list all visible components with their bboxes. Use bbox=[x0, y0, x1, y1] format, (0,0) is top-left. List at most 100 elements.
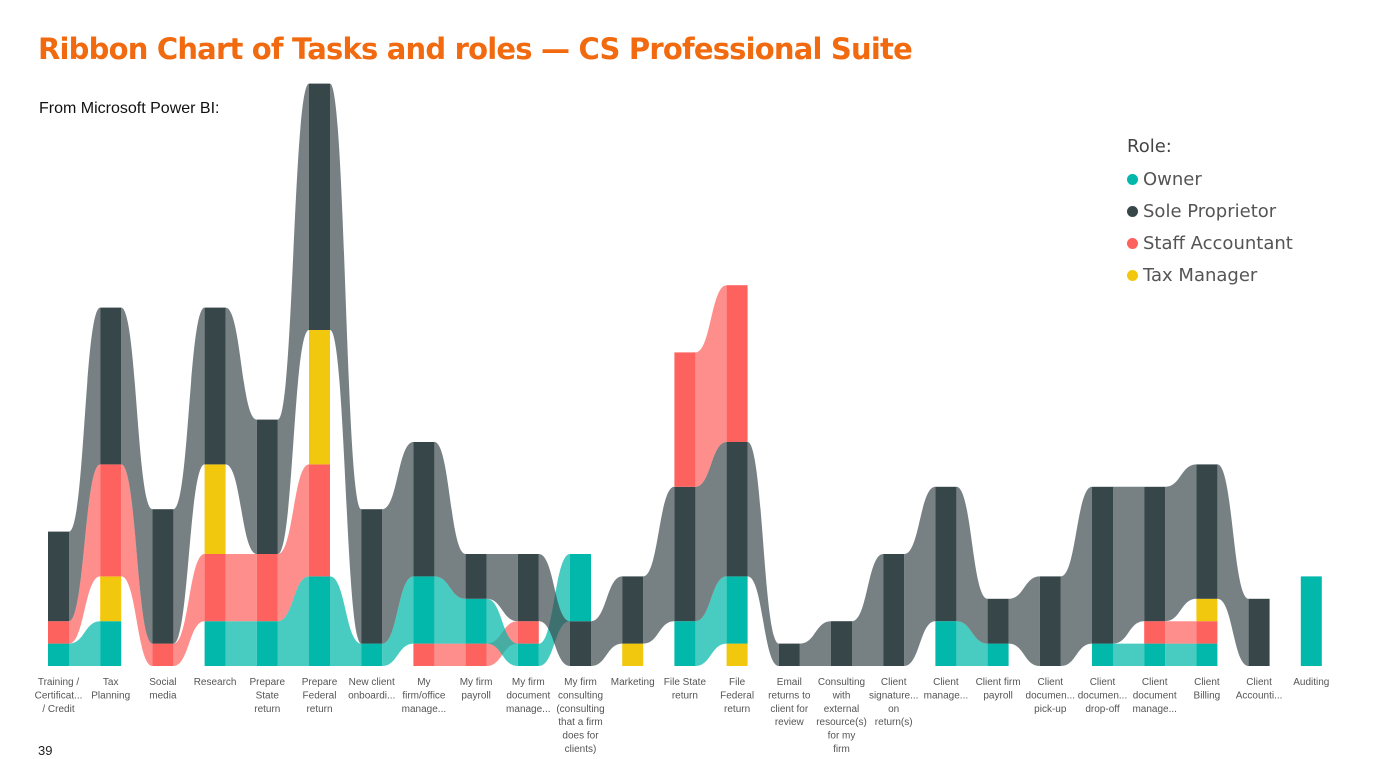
bar-segment-sole-proprietor[interactable] bbox=[1092, 486, 1113, 644]
bar-segment-tax-manager[interactable] bbox=[100, 576, 122, 622]
ribbon-sole-proprietor bbox=[799, 621, 831, 666]
bar-segment-owner[interactable] bbox=[48, 643, 69, 666]
bar-segment-owner[interactable] bbox=[256, 621, 278, 666]
category-label: My firm consulting (consulting that a firm d… bbox=[556, 677, 604, 755]
bar-segment-staff-accountant[interactable] bbox=[48, 621, 69, 644]
category-label: My firm/office manage... bbox=[402, 677, 446, 715]
bar-segment-owner[interactable] bbox=[570, 554, 591, 622]
legend-item-staff-accountant[interactable]: Staff Accountant bbox=[1127, 227, 1293, 259]
bar-segment-staff-accountant[interactable] bbox=[726, 285, 748, 442]
legend-label: Owner bbox=[1143, 168, 1202, 190]
bar-segment-staff-accountant[interactable] bbox=[309, 464, 330, 577]
category-label: Email returns to client for review bbox=[768, 677, 811, 728]
category-label: Tax Planning bbox=[91, 677, 130, 701]
bar-segment-owner[interactable] bbox=[413, 576, 435, 644]
bar-segment-owner[interactable] bbox=[1092, 643, 1113, 666]
bar-segment-sole-proprietor[interactable] bbox=[570, 621, 591, 666]
category-label: New client onboardi... bbox=[348, 677, 395, 701]
bar-segment-owner[interactable] bbox=[465, 598, 487, 644]
category-label-layer: Training / Certificat... / Credit Tax Planni… bbox=[35, 677, 1330, 755]
bar-segment-sole-proprietor[interactable] bbox=[413, 442, 435, 577]
ribbon-owner bbox=[382, 576, 414, 666]
page-number: 39 bbox=[38, 743, 53, 758]
bar-segment-owner[interactable] bbox=[726, 576, 748, 644]
bar-segment-owner[interactable] bbox=[1144, 643, 1166, 666]
bar-segment-staff-accountant[interactable] bbox=[1144, 621, 1166, 644]
bar-segment-tax-manager[interactable] bbox=[622, 643, 644, 666]
ribbon-sole-proprietor bbox=[956, 486, 988, 644]
bar-segment-sole-proprietor[interactable] bbox=[726, 442, 748, 577]
ribbon-owner bbox=[434, 576, 466, 644]
page-title: Ribbon Chart of Tasks and roles — CS Pro… bbox=[38, 32, 913, 66]
legend-item-tax-manager[interactable]: Tax Manager bbox=[1127, 259, 1293, 291]
bar-segment-sole-proprietor[interactable] bbox=[309, 83, 330, 330]
bar-segment-sole-proprietor[interactable] bbox=[987, 598, 1009, 644]
bar-segment-sole-proprietor[interactable] bbox=[361, 509, 383, 644]
bar-segment-staff-accountant[interactable] bbox=[1196, 621, 1218, 644]
bar-segment-sole-proprietor[interactable] bbox=[1144, 486, 1166, 622]
ribbon-staff-accountant bbox=[695, 285, 727, 487]
bar-segment-owner[interactable] bbox=[204, 621, 226, 666]
category-label: Research bbox=[194, 677, 237, 688]
bar-segment-staff-accountant[interactable] bbox=[152, 643, 174, 666]
bar-segment-sole-proprietor[interactable] bbox=[465, 554, 487, 599]
legend-dot-icon bbox=[1127, 205, 1138, 217]
ribbon-owner bbox=[225, 621, 257, 666]
bar-segment-staff-accountant[interactable] bbox=[517, 621, 539, 644]
bar-segment-staff-accountant[interactable] bbox=[413, 643, 435, 666]
bar-segment-sole-proprietor[interactable] bbox=[831, 621, 852, 666]
bar-segment-sole-proprietor[interactable] bbox=[1039, 576, 1061, 666]
bar-segment-sole-proprietor[interactable] bbox=[778, 643, 800, 666]
bar-segment-tax-manager[interactable] bbox=[309, 330, 330, 465]
bar-layer bbox=[48, 83, 1322, 666]
bar-segment-sole-proprietor[interactable] bbox=[674, 486, 696, 622]
bar-segment-sole-proprietor[interactable] bbox=[256, 419, 278, 554]
bar-segment-staff-accountant[interactable] bbox=[256, 554, 278, 622]
ribbon-sole-proprietor bbox=[591, 576, 623, 666]
bar-segment-tax-manager[interactable] bbox=[726, 643, 748, 666]
category-label: Marketing bbox=[611, 677, 655, 688]
category-label: Consulting with external resource(s) for my f… bbox=[816, 677, 867, 755]
bar-segment-owner[interactable] bbox=[935, 621, 957, 666]
bar-segment-sole-proprietor[interactable] bbox=[204, 307, 226, 465]
legend-label: Tax Manager bbox=[1143, 264, 1258, 286]
bar-segment-sole-proprietor[interactable] bbox=[622, 576, 644, 644]
bar-segment-sole-proprietor[interactable] bbox=[1248, 598, 1270, 666]
bar-segment-owner[interactable] bbox=[674, 621, 696, 666]
ribbon-staff-accountant bbox=[434, 643, 466, 666]
bar-segment-sole-proprietor[interactable] bbox=[935, 486, 957, 622]
ribbon-sole-proprietor bbox=[1217, 464, 1249, 666]
bar-segment-staff-accountant[interactable] bbox=[674, 352, 696, 487]
bar-segment-owner[interactable] bbox=[1300, 576, 1322, 666]
category-label: Client documen... pick-up bbox=[1026, 677, 1075, 715]
bar-segment-sole-proprietor[interactable] bbox=[100, 307, 122, 465]
bar-segment-owner[interactable] bbox=[361, 643, 383, 666]
category-label: Social media bbox=[149, 677, 177, 701]
category-label: Prepare State return bbox=[250, 677, 286, 715]
bar-segment-sole-proprietor[interactable] bbox=[883, 554, 905, 666]
bar-segment-owner[interactable] bbox=[309, 576, 330, 666]
category-label: Client documen... drop-off bbox=[1078, 677, 1127, 715]
bar-segment-staff-accountant[interactable] bbox=[100, 464, 122, 577]
bar-segment-owner[interactable] bbox=[987, 643, 1009, 666]
bar-segment-sole-proprietor[interactable] bbox=[1196, 464, 1218, 599]
ribbon-owner bbox=[277, 576, 309, 666]
bar-segment-tax-manager[interactable] bbox=[204, 464, 226, 554]
bar-segment-sole-proprietor[interactable] bbox=[152, 509, 174, 644]
ribbon-sole-proprietor bbox=[695, 442, 727, 622]
bar-segment-staff-accountant[interactable] bbox=[204, 554, 226, 622]
category-label: Client manage... bbox=[924, 677, 968, 701]
legend-item-owner[interactable]: Owner bbox=[1127, 163, 1293, 195]
ribbon-staff-accountant bbox=[69, 464, 101, 644]
ribbon-sole-proprietor bbox=[538, 554, 570, 666]
bar-segment-owner[interactable] bbox=[100, 621, 122, 666]
ribbon-sole-proprietor bbox=[1113, 486, 1145, 644]
legend-item-sole-proprietor[interactable]: Sole Proprietor bbox=[1127, 195, 1293, 227]
bar-segment-staff-accountant[interactable] bbox=[465, 643, 487, 666]
bar-segment-sole-proprietor[interactable] bbox=[517, 554, 539, 622]
bar-segment-tax-manager[interactable] bbox=[1196, 598, 1218, 622]
bar-segment-owner[interactable] bbox=[517, 643, 539, 666]
ribbon-sole-proprietor bbox=[277, 83, 309, 554]
bar-segment-sole-proprietor[interactable] bbox=[48, 531, 69, 622]
bar-segment-owner[interactable] bbox=[1196, 643, 1218, 666]
